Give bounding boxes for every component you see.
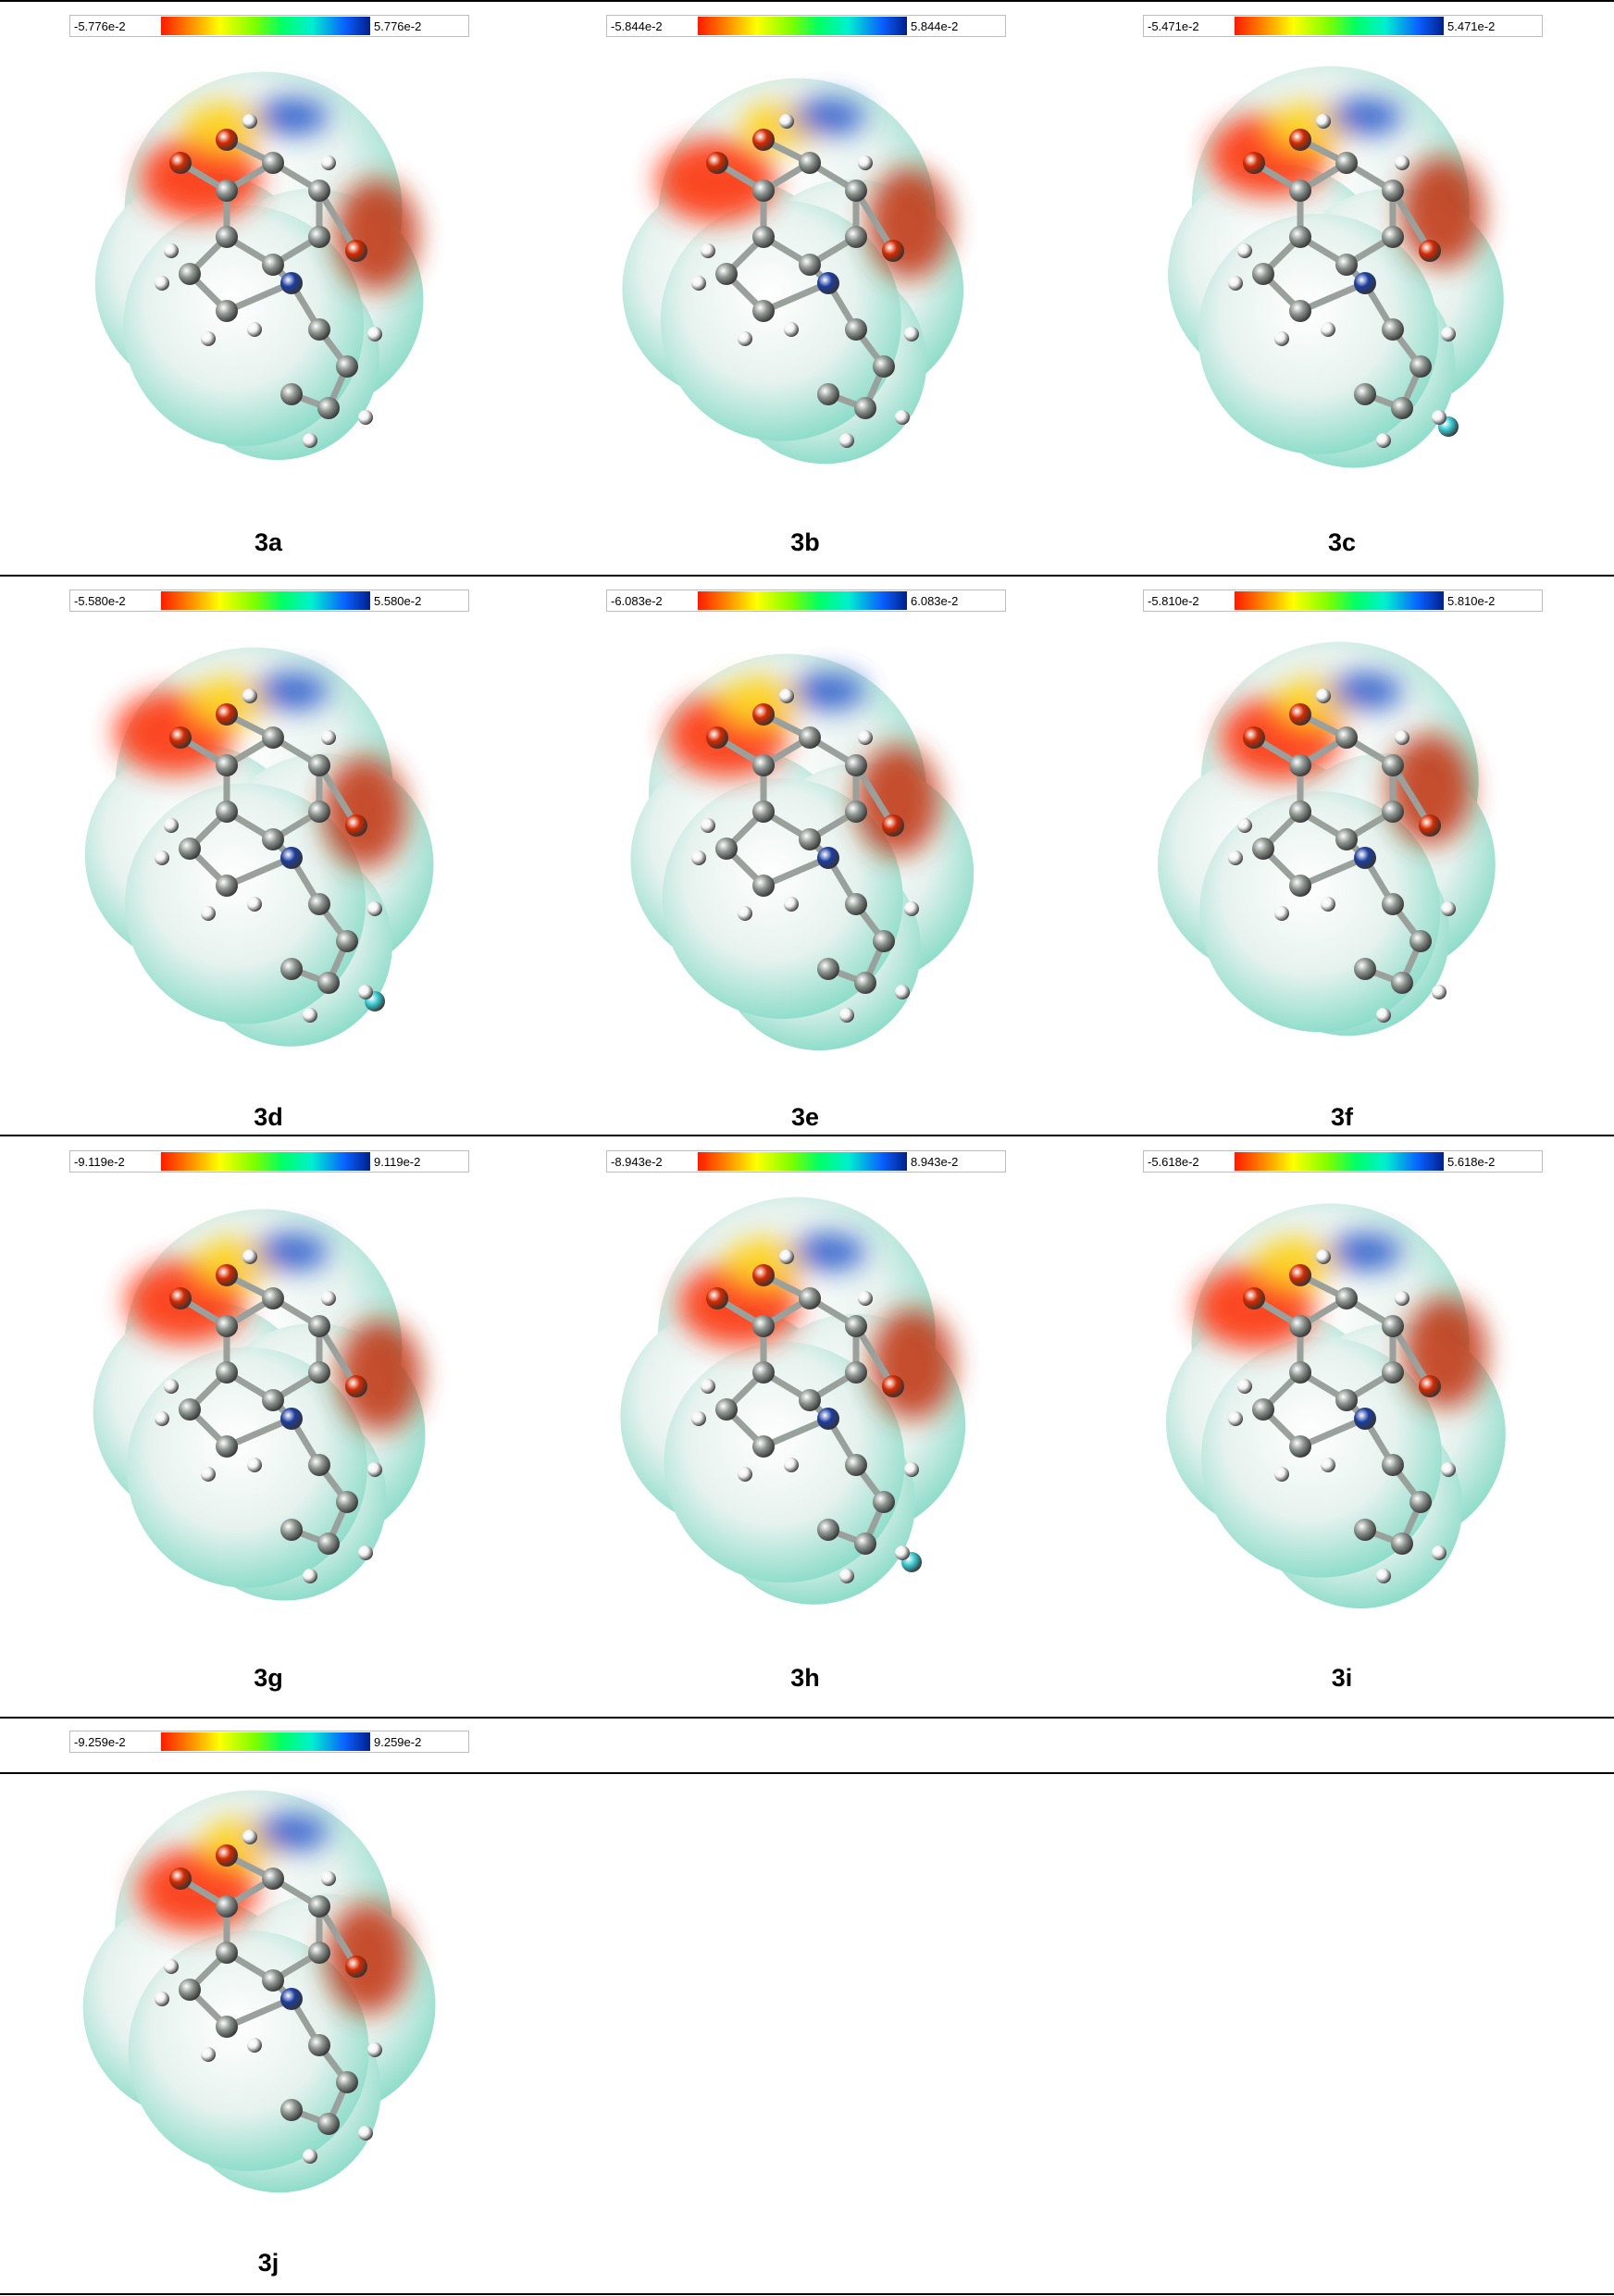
scale-max-label: 5.580e-2: [374, 594, 422, 608]
mep-panel-3a: -5.776e-2 5.776e-2 3a: [0, 4, 537, 559]
mep-panel-3d: -5.580e-2 5.580e-2 3d: [0, 578, 537, 1134]
color-gradient: [161, 17, 370, 35]
color-scale-bar: -5.810e-2 5.810e-2: [1143, 590, 1543, 612]
atom-layer: [691, 689, 919, 1023]
color-scale-bar: -9.119e-2 9.119e-2: [69, 1150, 469, 1173]
panel-label: 3i: [1331, 1664, 1353, 1692]
color-gradient: [698, 1152, 907, 1171]
atom-layer: [155, 1249, 382, 1583]
color-scale-bar: -5.618e-2 5.618e-2: [1143, 1150, 1543, 1173]
scale-min-label: -9.259e-2: [74, 1735, 126, 1749]
scale-max-label: 5.618e-2: [1447, 1155, 1496, 1169]
atom-layer: [155, 689, 385, 1023]
electrostatic-surface: [1168, 66, 1504, 468]
color-scale-bar: -9.259e-2 9.259e-2: [69, 1731, 469, 1753]
color-gradient: [1235, 17, 1444, 35]
color-gradient: [698, 17, 907, 35]
mep-molecule-render: [94, 71, 424, 461]
color-scale-bar: -5.580e-2 5.580e-2: [69, 590, 469, 612]
atom-layer: [691, 114, 919, 448]
panel-label: 3b: [790, 528, 820, 556]
scale-max-label: 6.083e-2: [911, 594, 959, 608]
mep-molecule-render: [630, 653, 975, 1051]
mep-molecule-render: [93, 1209, 426, 1601]
scale-min-label: -5.618e-2: [1148, 1155, 1199, 1169]
panel-label: 3d: [254, 1103, 283, 1131]
mep-molecule-render: [1168, 66, 1504, 468]
mep-panel-3h: -8.943e-2 8.943e-2 3h: [537, 1139, 1074, 1694]
atom-layer: [1228, 689, 1456, 1023]
scale-max-label: 5.471e-2: [1447, 19, 1496, 33]
bottom-rule: [0, 2293, 1614, 2295]
color-gradient: [1235, 1152, 1444, 1171]
scale-min-label: -6.083e-2: [611, 594, 663, 608]
color-gradient: [161, 591, 370, 610]
color-scale-bar: -5.776e-2 5.776e-2: [69, 15, 469, 37]
scale-max-label: 8.943e-2: [911, 1155, 959, 1169]
mep-molecule-render: [622, 78, 964, 465]
panel-label: 3c: [1327, 528, 1357, 556]
mep-molecule-render: [620, 1197, 966, 1605]
mep-molecule-render: [82, 1790, 436, 2193]
scale-max-label: 5.844e-2: [911, 19, 959, 33]
electrostatic-surface: [84, 647, 434, 1047]
mep-panel-3i: -5.618e-2 5.618e-2 3i: [1074, 1139, 1610, 1694]
electrostatic-surface: [622, 78, 964, 465]
electrostatic-surface: [93, 1209, 426, 1601]
scale-min-label: -5.580e-2: [74, 594, 126, 608]
electrostatic-surface: [1165, 1203, 1506, 1608]
scale-min-label: -9.119e-2: [74, 1155, 125, 1169]
scale-max-label: 5.776e-2: [374, 19, 422, 33]
mep-molecule-render: [84, 647, 434, 1047]
atom-layer: [1228, 114, 1459, 448]
panel-label: 3e: [790, 1103, 820, 1131]
scale-min-label: -5.810e-2: [1148, 594, 1199, 608]
mep-molecule-render: [1158, 641, 1496, 1036]
mep-panel-3g: -9.119e-2 9.119e-2 3g: [0, 1139, 537, 1694]
panel-label: 3f: [1330, 1103, 1353, 1131]
color-gradient: [161, 1152, 370, 1171]
color-scale-bar: -5.471e-2 5.471e-2: [1143, 15, 1543, 37]
mep-molecule-render: [1165, 1203, 1506, 1608]
mep-panel-3f: -5.810e-2 5.810e-2 3f: [1074, 578, 1610, 1134]
electrostatic-surface: [630, 653, 975, 1051]
panel-label: 3h: [790, 1664, 820, 1692]
color-gradient: [1235, 591, 1444, 610]
row-divider-2: [0, 1135, 1614, 1136]
panel-label: 3a: [254, 528, 283, 556]
mep-panel-3c: -5.471e-2 5.471e-2 3c: [1074, 4, 1610, 559]
electrostatic-surface: [94, 71, 424, 461]
scale-min-label: -5.776e-2: [74, 19, 126, 33]
top-rule: [0, 0, 1614, 2]
mep-panel-3e: -6.083e-2 6.083e-2 3e: [537, 578, 1074, 1134]
color-scale-bar: -6.083e-2 6.083e-2: [606, 590, 1006, 612]
scale-min-label: -5.844e-2: [611, 19, 663, 33]
panel-label: 3g: [254, 1664, 283, 1692]
electrostatic-surface: [82, 1790, 436, 2193]
atom-layer: [155, 114, 382, 448]
row-divider-3: [0, 1717, 1614, 1719]
color-gradient: [698, 591, 907, 610]
atom-layer: [1228, 1249, 1456, 1583]
scale-max-label: 5.810e-2: [1447, 594, 1496, 608]
color-gradient: [161, 1732, 370, 1751]
scale-min-label: -5.471e-2: [1148, 19, 1199, 33]
mep-panel-3b: -5.844e-2 5.844e-2 3b: [537, 4, 1074, 559]
row-divider-4: [0, 1772, 1614, 1774]
atom-layer: [155, 1830, 382, 2164]
atom-layer: [691, 1249, 922, 1583]
scale-max-label: 9.119e-2: [374, 1155, 421, 1169]
panel-label: 3j: [257, 2249, 279, 2277]
color-scale-bar: -5.844e-2 5.844e-2: [606, 15, 1006, 37]
scale-max-label: 9.259e-2: [374, 1735, 422, 1749]
scale-min-label: -8.943e-2: [611, 1155, 663, 1169]
color-scale-bar: -8.943e-2 8.943e-2: [606, 1150, 1006, 1173]
row-divider-1: [0, 575, 1614, 577]
mep-panel-3j: -9.259e-2 9.259e-2 3j: [0, 1719, 537, 2293]
